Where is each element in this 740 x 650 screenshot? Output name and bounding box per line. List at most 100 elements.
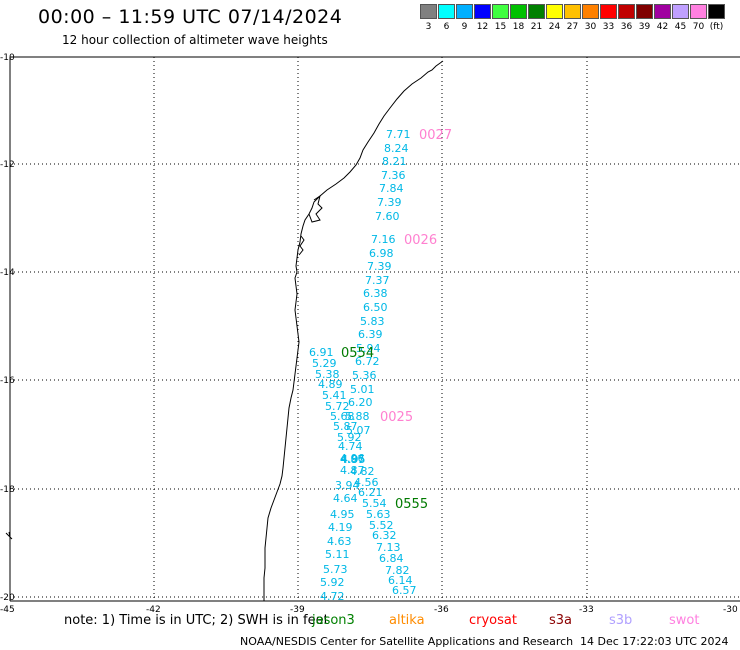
legend-label: 42 [656,22,669,32]
legend-swatch [474,4,491,19]
wave-height-value: 5.36 [352,369,377,382]
wave-height-value: 7.60 [375,210,400,223]
legend-swatch [600,4,617,19]
satellite-name: s3a [549,613,573,628]
legend-label: 21 [530,22,543,32]
latitude-label: -18 [0,485,15,495]
latitude-label: -16 [0,376,15,386]
wave-height-value: 4.72 [320,590,345,603]
legend-label: 27 [566,22,579,32]
legend-label: 30 [584,22,597,32]
bay-detail [308,194,323,223]
longitude-label: -42 [146,605,161,612]
wave-height-value: 6.14 [388,574,413,587]
pass-id-label: 0026 [404,233,437,248]
pass-id-label: 0554 [341,346,374,361]
legend-label: 6 [443,22,450,32]
wave-height-value: 5.72 [325,400,350,413]
wave-height-value: 6.20 [348,396,373,409]
wave-height-value: 4.64 [333,492,358,505]
wave-height-value: 6.50 [363,301,388,314]
altimeter-map: -45 -42 -39 -36 -33 -30 -10 -12 -14 -16 -18 -20 7.7… [0,53,740,612]
wave-height-value: 4.06 [340,452,365,465]
wave-height-value: 5.07 [346,424,371,437]
wave-height-value: 6.38 [363,287,388,300]
wave-height-value: 7.39 [367,260,392,273]
legend-label: 45 [674,22,687,32]
wave-height-value: 5.01 [350,383,375,396]
legend-swatch [690,4,707,19]
wave-height-value: 5.54 [362,497,387,510]
wave-height-value: 4.19 [328,521,353,534]
wave-height-value: 4.87 [340,464,365,477]
wave-height-value: 7.13 [376,541,401,554]
legend-label: (ft) [709,22,724,32]
wave-height-value: 5.92 [320,576,345,589]
wave-height-value: 5.11 [325,548,350,561]
wave-height-value: 7.82 [385,564,410,577]
longitude-label: -39 [290,605,305,612]
island-detail [298,235,305,256]
longitude-label: -30 [723,605,738,612]
wave-height-value: 5.73 [323,563,348,576]
legend-swatch [618,4,635,19]
wave-height-value: 5.88 [345,410,370,423]
wave-height-value: 7.71 [386,128,411,141]
legend-swatch [492,4,509,19]
wave-height-value: 7.84 [379,182,404,195]
longitude-label: -36 [434,605,449,612]
credit-line: NOAA/NESDIS Center for Satellite Applica… [240,635,574,648]
wave-height-value: 7.36 [381,169,406,182]
longitude-label: -45 [0,605,15,612]
wave-height-value: 5.52 [369,519,394,532]
wave-height-value: 5.87 [333,420,358,433]
latitude-label: -10 [0,53,15,63]
satellite-name: altika [389,613,425,628]
wave-height-value: 5.29 [312,357,337,370]
wave-height-value: 5.68 [330,410,355,423]
legend-swatch [564,4,581,19]
satellite-name: swot [669,613,700,628]
legend-label: 39 [638,22,651,32]
map-title: 00:00 – 11:59 UTC 07/14/2024 [38,6,343,28]
wave-height-value: 5.63 [366,508,391,521]
wave-height-value: 4.95 [341,453,366,466]
satellite-name: cryosat [469,613,517,628]
wave-height-value: 4.89 [318,378,343,391]
satellite-name: s3b [609,613,633,628]
coastline [263,60,444,601]
latitude-label: -14 [0,268,15,278]
legend-swatch [654,4,671,19]
wave-height-value: 7.37 [365,274,390,287]
wave-height-value: 6.98 [369,247,394,260]
wave-height-value: 5.41 [322,389,347,402]
legend-label: 24 [548,22,561,32]
wave-height-value: 5.83 [360,315,385,328]
legend-swatch [456,4,473,19]
legend-swatch [636,4,653,19]
longitude-label: -33 [579,605,594,612]
wave-height-value: 6.57 [392,584,417,597]
wave-height-value: 4.87 [340,453,365,466]
wave-height-value: 6.84 [379,552,404,565]
pass-id-label: 0025 [380,410,413,425]
wave-height-value: 4.56 [354,476,379,489]
wave-height-value: 4.63 [327,535,352,548]
wave-height-value: 7.16 [371,233,396,246]
wave-height-value: 5.38 [315,368,340,381]
map-grid [10,57,740,601]
legend-label: 3 [425,22,432,32]
generated-date: 14 Dec 17:22:03 UTC 2024 [580,635,729,648]
satellite-name: jason3 [312,613,355,628]
island-detail-2 [5,531,13,540]
legend-swatch [546,4,563,19]
wave-height-value: 6.39 [358,328,383,341]
wave-height-value: 5.92 [337,431,362,444]
legend-swatch [582,4,599,19]
legend-label: 15 [494,22,507,32]
wave-height-value: 6.91 [309,346,334,359]
wave-height-value: 5.94 [356,342,381,355]
wave-height-value: 4.74 [338,440,363,453]
wave-height-value: 4.95 [330,508,355,521]
legend-label: 70 [692,22,705,32]
